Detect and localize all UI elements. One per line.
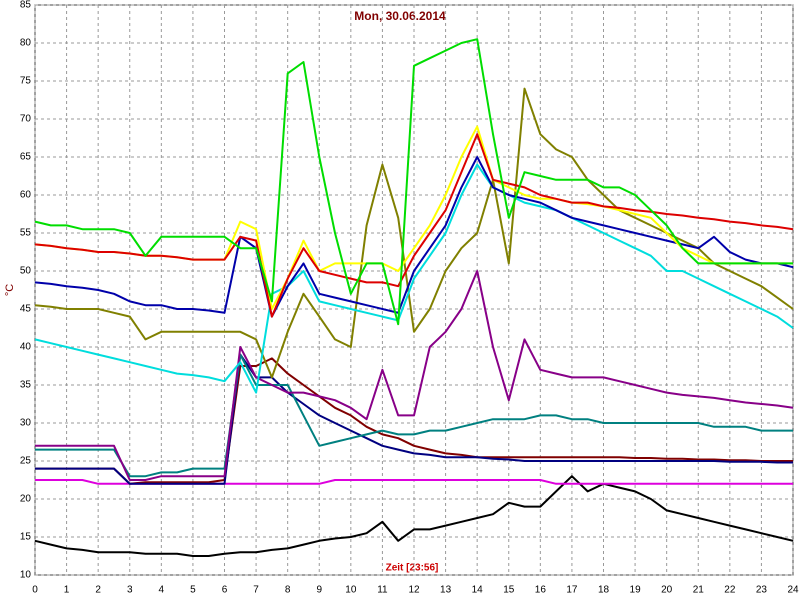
y-tick-label: 65 — [20, 152, 32, 163]
y-tick-label: 10 — [20, 570, 32, 581]
series-line — [35, 353, 793, 478]
x-tick-label: 2 — [95, 585, 101, 596]
x-tick-label: 6 — [222, 585, 228, 596]
x-tick-label: 22 — [724, 585, 736, 596]
x-tick-label: 19 — [630, 585, 642, 596]
x-tick-label: 23 — [756, 585, 768, 596]
y-tick-label: 40 — [20, 342, 32, 353]
y-tick-label: 20 — [20, 494, 32, 505]
series-line — [35, 357, 793, 485]
series-line — [35, 353, 793, 485]
x-tick-label: 4 — [159, 585, 165, 596]
y-tick-label: 45 — [20, 304, 32, 315]
x-tick-label: 11 — [377, 585, 388, 596]
series-line — [34, 133, 794, 318]
y-tick-label: 75 — [20, 76, 32, 87]
series-line — [34, 475, 794, 557]
x-tick-label: 9 — [316, 585, 322, 596]
x-tick-label: 24 — [787, 585, 799, 596]
x-tick-label: 7 — [253, 585, 259, 596]
x-axis-label: Zeit [23:56] — [386, 563, 439, 574]
y-tick-label: 50 — [20, 266, 32, 277]
x-tick-label: 10 — [345, 585, 357, 596]
y-axis-label: °C — [4, 284, 16, 296]
x-tick-label: 16 — [535, 585, 547, 596]
x-tick-label: 12 — [408, 585, 420, 596]
y-tick-label: 15 — [20, 532, 32, 543]
x-tick-label: 13 — [440, 585, 452, 596]
series-line — [34, 156, 794, 318]
y-tick-label: 35 — [20, 380, 32, 391]
y-tick-label: 30 — [20, 418, 32, 429]
chart-title: Mon, 30.06.2014 — [354, 9, 446, 23]
x-tick-label: 0 — [32, 585, 38, 596]
x-tick-label: 21 — [693, 585, 705, 596]
y-tick-label: 25 — [20, 456, 32, 467]
x-tick-label: 5 — [190, 585, 196, 596]
x-tick-label: 20 — [661, 585, 673, 596]
series-line — [34, 38, 793, 326]
y-tick-label: 55 — [20, 228, 32, 239]
x-tick-label: 17 — [566, 585, 578, 596]
x-tick-label: 15 — [503, 585, 515, 596]
series-line — [35, 270, 794, 481]
x-tick-label: 8 — [285, 585, 291, 596]
x-tick-label: 18 — [598, 585, 610, 596]
y-tick-label: 60 — [20, 190, 32, 201]
x-tick-label: 1 — [64, 585, 70, 596]
y-tick-label: 85 — [20, 0, 32, 11]
y-tick-label: 70 — [20, 114, 32, 125]
series-line — [34, 163, 794, 394]
x-tick-label: 14 — [472, 585, 484, 596]
y-tick-label: 80 — [20, 38, 32, 49]
x-tick-label: 3 — [127, 585, 133, 596]
